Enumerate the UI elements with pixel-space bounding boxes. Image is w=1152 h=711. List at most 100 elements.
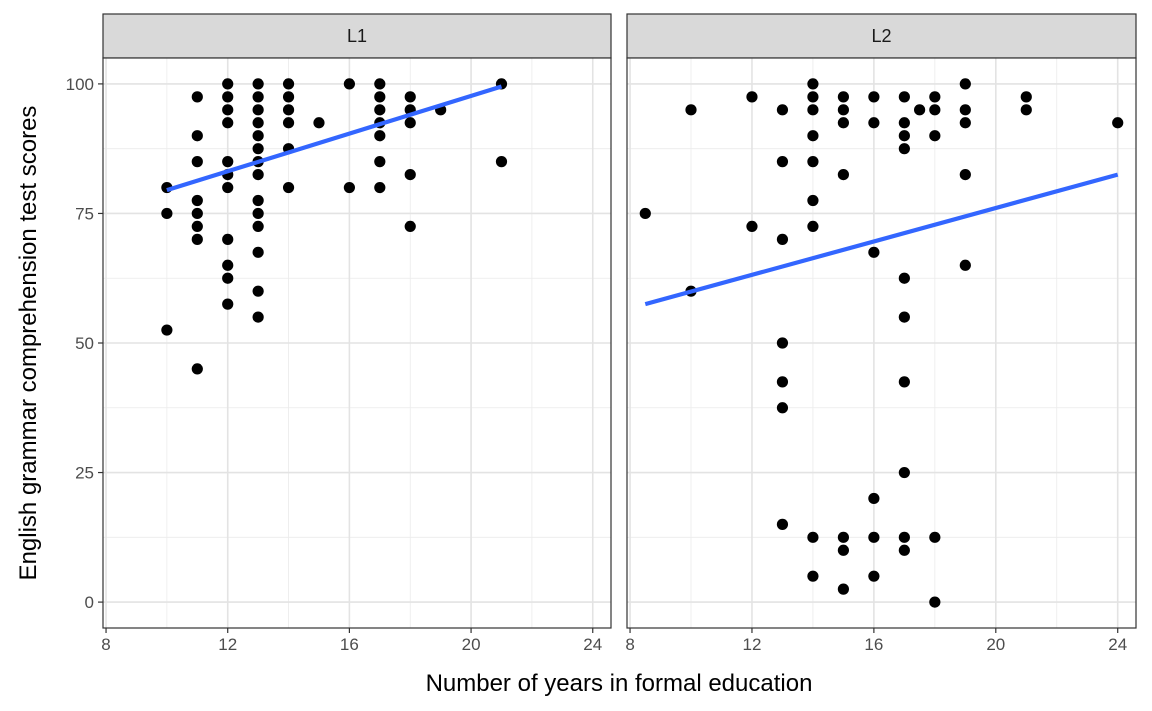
data-point — [222, 156, 234, 168]
data-point — [343, 181, 355, 194]
data-point — [776, 337, 789, 349]
data-point — [807, 531, 819, 543]
data-point — [807, 156, 819, 168]
x-tick-label: 20 — [986, 635, 1005, 654]
data-point — [222, 104, 234, 116]
data-point — [776, 376, 789, 388]
data-point — [959, 104, 971, 116]
data-point — [191, 194, 203, 207]
data-point — [807, 570, 819, 582]
data-point — [282, 117, 295, 129]
data-point — [868, 91, 880, 103]
data-point — [495, 156, 508, 168]
data-point — [222, 91, 234, 103]
data-point — [929, 104, 941, 116]
data-point — [776, 233, 789, 245]
data-point — [837, 531, 850, 543]
data-point — [898, 272, 910, 284]
data-point — [404, 168, 416, 181]
data-point — [898, 544, 910, 556]
data-point — [252, 220, 264, 233]
data-point — [776, 104, 789, 116]
data-point — [1020, 91, 1032, 103]
data-point — [222, 272, 234, 284]
regression-line — [166, 84, 503, 193]
data-point — [374, 91, 386, 103]
facet-strip — [102, 13, 612, 59]
panel-border — [626, 57, 1137, 629]
x-tick-label: 12 — [743, 635, 762, 654]
data-point — [252, 130, 264, 142]
data-point — [898, 91, 910, 103]
data-point — [222, 298, 234, 310]
data-point — [929, 130, 941, 142]
y-tick-label: 75 — [75, 204, 94, 223]
data-point — [776, 402, 789, 414]
data-point — [252, 311, 264, 323]
data-point — [222, 259, 234, 271]
data-point — [404, 117, 416, 129]
data-point — [868, 570, 880, 582]
y-axis-title: English grammar comprehension test score… — [15, 106, 42, 581]
data-point — [222, 181, 234, 194]
data-point — [807, 220, 819, 233]
data-point — [807, 130, 819, 142]
data-point — [252, 78, 264, 90]
data-point — [191, 130, 203, 142]
data-point — [898, 311, 910, 323]
data-point — [252, 285, 264, 297]
data-point — [868, 117, 880, 129]
data-point — [374, 181, 386, 194]
data-point — [222, 78, 234, 90]
data-point — [282, 104, 295, 116]
data-point — [837, 168, 850, 181]
data-point — [252, 117, 264, 129]
data-point — [191, 363, 203, 375]
data-point — [252, 104, 264, 116]
data-point — [282, 181, 295, 194]
data-point — [191, 207, 203, 220]
y-tick-label: 25 — [75, 464, 94, 483]
data-point — [222, 117, 234, 129]
data-point — [837, 117, 850, 129]
data-point — [929, 596, 941, 608]
data-point — [898, 466, 910, 479]
facet-strip-label: L2 — [871, 26, 891, 46]
data-point — [746, 91, 758, 103]
data-point — [807, 78, 819, 90]
data-point — [252, 168, 264, 181]
facet-strip — [626, 13, 1137, 59]
panels-layer: L1 8 12 16 20 24 0 25 50 75 100 L2 8 12 16 20 24 — [66, 13, 1137, 654]
data-point — [252, 246, 264, 258]
data-point — [898, 130, 910, 142]
data-point — [898, 143, 910, 155]
data-point — [776, 518, 789, 530]
data-point — [959, 168, 971, 181]
x-tick-label: 24 — [1108, 635, 1127, 654]
data-point — [374, 156, 386, 168]
x-tick-label: 12 — [218, 635, 237, 654]
data-point — [282, 78, 295, 90]
data-point — [252, 207, 264, 220]
data-point — [252, 194, 264, 207]
data-point — [685, 104, 697, 116]
data-point — [404, 220, 416, 233]
data-point — [959, 78, 971, 90]
data-point — [776, 156, 789, 168]
facet-strip-label: L1 — [347, 26, 367, 46]
data-point — [898, 531, 910, 543]
y-tick-label: 100 — [66, 75, 94, 94]
data-point — [868, 492, 880, 505]
data-point — [746, 220, 758, 233]
data-point — [837, 583, 850, 595]
data-point — [191, 233, 203, 245]
data-point — [1020, 104, 1032, 116]
data-point — [252, 143, 264, 155]
data-point — [222, 233, 234, 245]
regression-line — [644, 172, 1119, 307]
data-point — [191, 156, 203, 168]
data-point — [191, 220, 203, 233]
data-point — [282, 91, 295, 103]
x-axis-title: Number of years in formal education — [426, 670, 813, 697]
